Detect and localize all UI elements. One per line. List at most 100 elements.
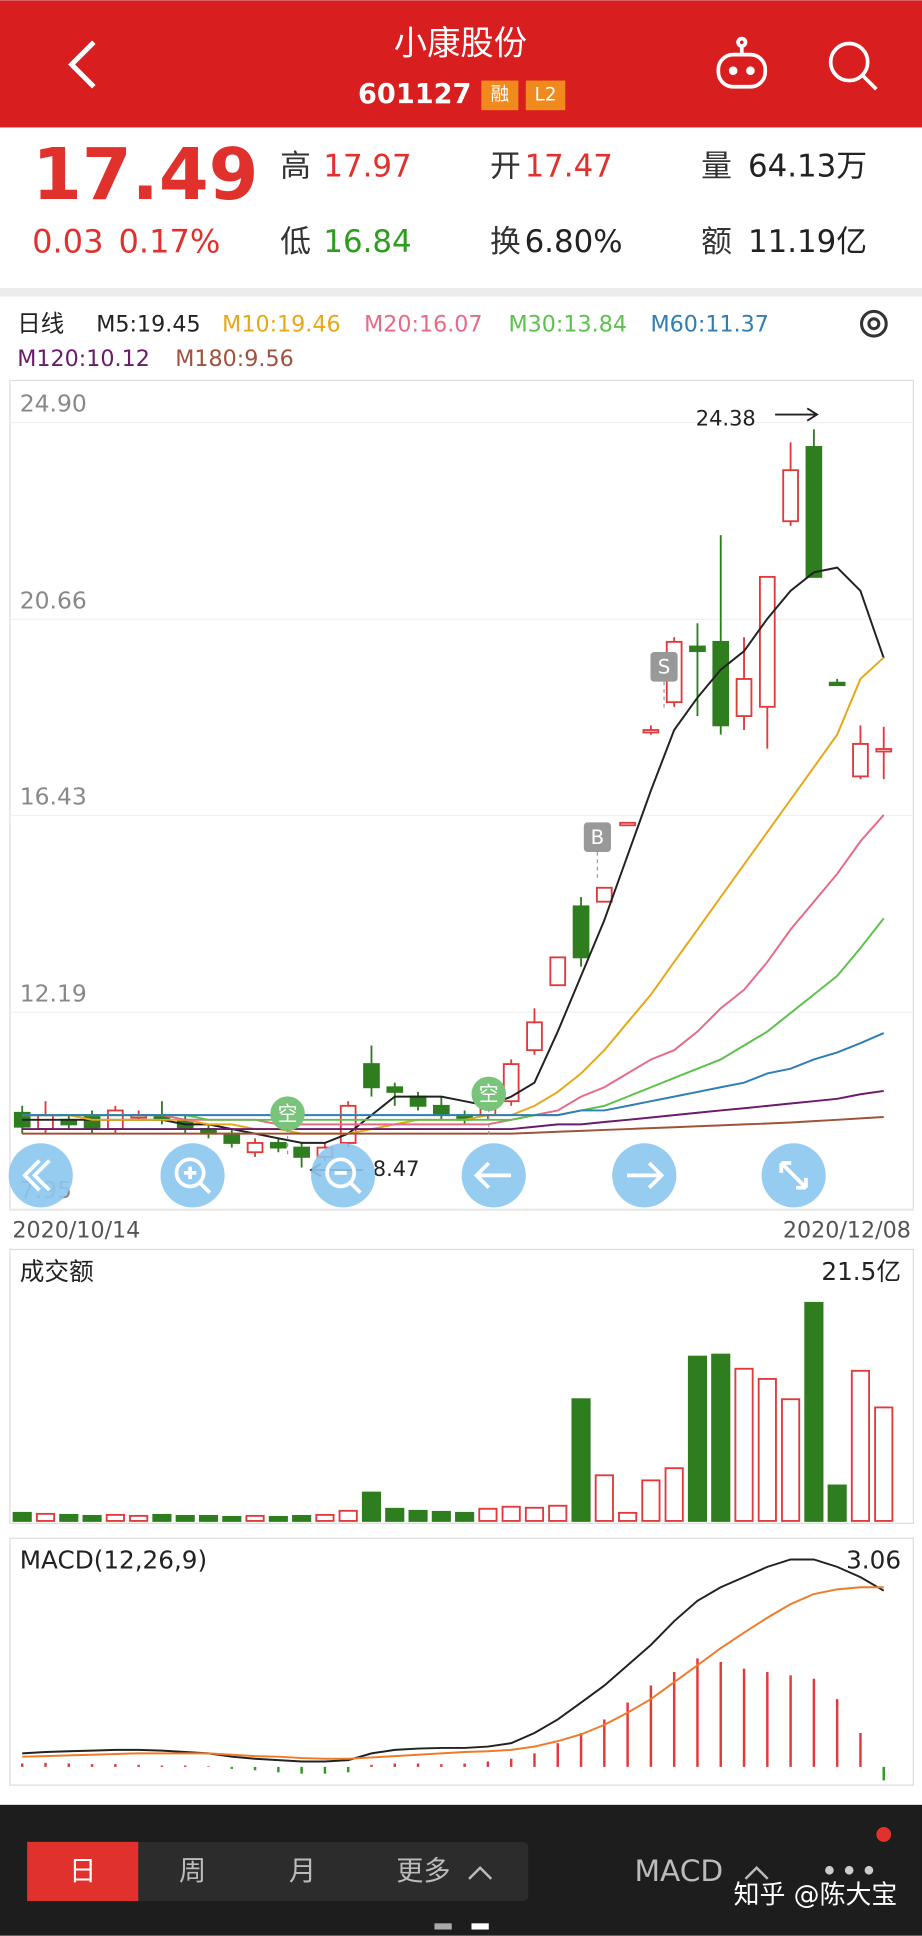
volume-bar xyxy=(524,1506,545,1522)
candle-body xyxy=(409,1095,427,1107)
tab[interactable]: 更多 xyxy=(396,1856,450,1887)
header-bar xyxy=(0,0,922,128)
trade-marker-bg xyxy=(270,1096,305,1131)
ma-line xyxy=(22,1032,885,1117)
quote-value: 11.19亿 xyxy=(748,224,867,260)
ma-line xyxy=(22,1115,884,1135)
quote-value: 6.80% xyxy=(525,224,623,260)
volume-bar xyxy=(804,1301,824,1522)
volume-bar xyxy=(431,1510,451,1522)
more-button[interactable] xyxy=(825,1865,874,1875)
tab[interactable]: 日 xyxy=(69,1856,96,1887)
volume-bar xyxy=(594,1474,614,1522)
quote-value: 16.84 xyxy=(323,224,411,260)
volume-bar xyxy=(827,1484,847,1522)
price-panel xyxy=(9,379,914,1211)
candle-body xyxy=(363,1063,380,1089)
stock-name: 小康股份 xyxy=(394,23,527,62)
volume-bar xyxy=(35,1512,56,1522)
candle-body xyxy=(689,645,706,653)
handle xyxy=(471,1923,489,1930)
volume-bar xyxy=(850,1369,871,1522)
volume-bar xyxy=(571,1398,591,1522)
indicator-button[interactable]: MACD xyxy=(634,1854,723,1888)
volume-bar xyxy=(338,1509,358,1522)
trade-marker-bg xyxy=(471,1076,507,1112)
candle-body xyxy=(619,821,636,827)
watermark: 知乎 @陈大宝 xyxy=(734,1881,898,1911)
chevron xyxy=(744,1866,769,1880)
quote-panel xyxy=(0,127,922,288)
tab[interactable]: 月 xyxy=(289,1856,316,1887)
candle-body xyxy=(595,886,613,903)
quote-label: 额 xyxy=(701,224,732,260)
candle-body xyxy=(83,1114,101,1130)
trade-marker: 空 xyxy=(479,1083,499,1106)
candle-body xyxy=(386,1086,404,1093)
trade-marker: 空 xyxy=(278,1102,298,1125)
tab[interactable]: 周 xyxy=(179,1856,206,1887)
zoom-out-button[interactable] xyxy=(311,1143,376,1208)
macd-panel xyxy=(9,1537,914,1786)
legend-entry: M10:19.46 xyxy=(222,311,340,337)
robot-icon[interactable] xyxy=(716,36,768,89)
candle-body xyxy=(712,640,730,727)
price-change: 0.03 xyxy=(32,222,103,260)
candle-body xyxy=(293,1146,310,1158)
legend-entry: M180:9.56 xyxy=(175,346,293,372)
settings-icon[interactable] xyxy=(859,309,888,338)
quote-label: 开 xyxy=(490,149,521,185)
volume-bar xyxy=(82,1514,102,1522)
candle-body xyxy=(875,748,893,753)
candle-body xyxy=(642,729,660,734)
tab-active-bg xyxy=(27,1841,139,1902)
volume-bar xyxy=(641,1479,661,1522)
high-arrow xyxy=(775,407,819,422)
scroll-left-button[interactable] xyxy=(8,1143,73,1208)
back-button[interactable] xyxy=(68,40,96,89)
y-tick-label: 12.19 xyxy=(20,979,87,1007)
chevron xyxy=(468,1866,493,1880)
stock-code: 601127 xyxy=(358,79,471,110)
candle-body xyxy=(805,446,823,578)
badge: 融 xyxy=(491,84,510,105)
trade-marker: B xyxy=(591,826,605,849)
y-tick-label: 20.66 xyxy=(20,586,87,614)
quote-label: 高 xyxy=(280,149,311,185)
volume-bar xyxy=(292,1514,312,1522)
badge-bg xyxy=(525,80,566,111)
volume-bar xyxy=(105,1513,125,1522)
quote-label: 量 xyxy=(701,149,732,185)
start-date: 2020/10/14 xyxy=(12,1217,140,1243)
volume-bar xyxy=(711,1353,731,1522)
low-label: 8.47 xyxy=(373,1157,420,1181)
macd-title: MACD(12,26,9) xyxy=(20,1546,207,1575)
volume-bar xyxy=(478,1507,498,1522)
volume-bar xyxy=(12,1511,32,1522)
last-price: 17.49 xyxy=(32,133,258,216)
volume-bar xyxy=(268,1515,288,1522)
zoom-in-button[interactable] xyxy=(160,1143,225,1208)
trade-marker: S xyxy=(658,656,671,679)
volume-bar xyxy=(501,1505,521,1522)
volume-bar xyxy=(734,1367,754,1522)
volume-bar xyxy=(129,1514,149,1522)
volume-bar xyxy=(152,1513,172,1522)
quote-label: 低 xyxy=(280,224,311,260)
price-change-pct: 0.17% xyxy=(118,222,220,260)
volume-bar xyxy=(59,1513,79,1522)
chart-area xyxy=(0,296,922,1805)
search-icon[interactable] xyxy=(828,41,878,91)
volume-bar xyxy=(245,1514,265,1522)
volume-bar xyxy=(781,1398,801,1522)
y-tick-label: 16.43 xyxy=(20,783,87,811)
notification-dot xyxy=(876,1827,892,1842)
y-tick-label: 24.90 xyxy=(20,390,87,418)
trade-marker-bg xyxy=(650,652,678,682)
high-label: 24.38 xyxy=(696,406,756,430)
legend-entry: M5:19.45 xyxy=(96,311,200,337)
volume-bar xyxy=(618,1511,638,1522)
macd-line xyxy=(22,1586,884,1760)
